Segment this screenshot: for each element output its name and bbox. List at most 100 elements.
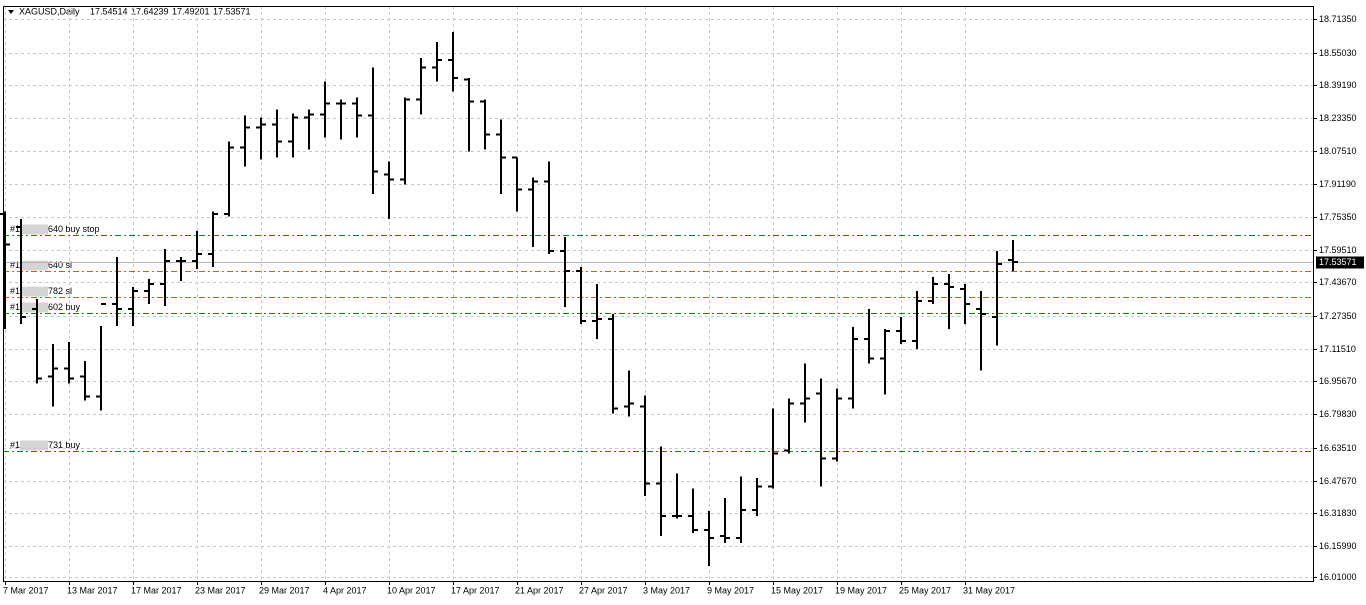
ohlc-bar (864, 308, 874, 364)
order-prefix: #1 (10, 286, 20, 296)
y-tick-label: 16.95670 (1319, 376, 1357, 386)
x-tick-label: 19 May 2017 (835, 585, 887, 595)
ohlc-bar (320, 81, 330, 138)
ohlc-bar (848, 326, 858, 409)
y-tick-label: 16.63510 (1319, 443, 1357, 453)
order-label: 640 sl (48, 260, 72, 270)
order-prefix: #1 (10, 224, 20, 234)
x-tick-label: 10 Apr 2017 (387, 585, 436, 595)
y-tick-label: 16.47670 (1319, 476, 1357, 486)
x-tick-label: 21 Apr 2017 (515, 585, 564, 595)
ohlc-bar (192, 231, 202, 270)
order-prefix: #1 (10, 440, 20, 450)
ohlc-bar (624, 370, 634, 417)
x-tick-label: 3 May 2017 (643, 585, 690, 595)
x-tick-label: 25 May 2017 (899, 585, 951, 595)
ohlc-bar (912, 291, 922, 349)
order-prefix: #1 (10, 302, 20, 312)
order-label: 731 buy (48, 440, 81, 450)
y-tick-label: 16.01000 (1319, 572, 1357, 582)
ohlc-bar (32, 298, 42, 384)
plot-border (3, 6, 1314, 582)
ohlc-bar (944, 274, 954, 329)
ohlc-bar (528, 177, 538, 248)
ohlc-bar (640, 395, 650, 497)
ohlc-bar (0, 211, 10, 329)
y-tick-label: 17.91190 (1319, 179, 1356, 189)
redacted (20, 302, 48, 313)
order-prefix: #1 (10, 260, 20, 270)
ohlc-bar (160, 249, 170, 306)
ohlc-bar (720, 498, 730, 544)
y-tick-label: 18.07510 (1319, 146, 1357, 156)
header-open: 17.54514 (90, 6, 128, 16)
y-tick-label: 16.15990 (1319, 541, 1357, 551)
y-tick-label: 16.31830 (1319, 508, 1357, 518)
x-tick-label: 13 Mar 2017 (67, 585, 118, 595)
ohlc-bar (144, 279, 154, 304)
ohlc-bar (448, 32, 458, 92)
ohlc-bar (576, 267, 586, 324)
ohlc-bar (96, 302, 106, 411)
x-tick-label: 15 May 2017 (771, 585, 823, 595)
ohlc-bar (688, 488, 698, 534)
y-tick-label: 18.71350 (1319, 14, 1357, 24)
y-tick-label: 17.43670 (1319, 277, 1357, 287)
current-price-tag (1316, 256, 1364, 269)
menu-arrow[interactable] (8, 10, 14, 14)
ohlc-bar (272, 109, 282, 158)
order-label: 640 buy stop (48, 224, 100, 234)
y-tick-label: 17.75350 (1319, 212, 1357, 222)
redacted (20, 286, 48, 297)
current-price-label: 17.53571 (1319, 257, 1357, 267)
x-tick-label: 27 Apr 2017 (579, 585, 628, 595)
ohlc-bar (304, 109, 314, 150)
ohlc-bar (512, 156, 522, 212)
x-tick-label: 9 May 2017 (707, 585, 754, 595)
ohlc-bar (80, 360, 90, 401)
y-tick-label: 18.55030 (1319, 48, 1357, 58)
ohlc-bar (224, 141, 234, 217)
ohlc-bar (832, 388, 842, 462)
ohlc-bar (128, 287, 138, 326)
ohlc-bar (368, 67, 378, 195)
y-tick-label: 17.27350 (1319, 311, 1357, 321)
x-tick-label: 29 Mar 2017 (259, 585, 310, 595)
x-tick-label: 7 Mar 2017 (3, 585, 49, 595)
ohlc-bar (384, 161, 394, 220)
ohlc-bar (800, 363, 810, 423)
x-tick-label: 23 Mar 2017 (195, 585, 246, 595)
redacted (20, 440, 48, 451)
ohlc-bar (976, 291, 986, 371)
ohlc-bar (256, 117, 266, 160)
ohlc-bar (656, 446, 666, 537)
ohlc-bar (544, 161, 554, 255)
ohlc-bar (176, 257, 186, 282)
ohlc-bar (16, 219, 26, 324)
y-tick-label: 17.59510 (1319, 245, 1357, 255)
ohlc-bar (496, 119, 506, 195)
header-close: 17.53571 (213, 6, 251, 16)
ohlc-bar (416, 57, 426, 115)
ohlc-bar (752, 478, 762, 517)
y-tick-label: 18.23350 (1319, 113, 1357, 123)
ohlc-bar (736, 476, 746, 544)
ohlc-bar (464, 77, 474, 152)
header-low: 17.49201 (172, 6, 210, 16)
ohlc-bar (432, 41, 442, 82)
ohlc-bar (352, 97, 362, 138)
ohlc-bar (112, 257, 122, 326)
order-label: 602 buy (48, 302, 81, 312)
ohlc-bar (816, 378, 826, 487)
ohlc-bar (672, 473, 682, 519)
ohlc-bar (64, 341, 74, 384)
chart-title: XAGUSD,Daily (19, 6, 80, 16)
ohlc-bar (560, 237, 570, 307)
ohlc-bar (784, 398, 794, 454)
ohlc-bar (960, 284, 970, 324)
ohlc-bar (48, 343, 58, 407)
ohlc-bar (704, 511, 714, 566)
ohlc-bar (208, 211, 218, 268)
y-tick-label: 17.11510 (1319, 344, 1356, 354)
